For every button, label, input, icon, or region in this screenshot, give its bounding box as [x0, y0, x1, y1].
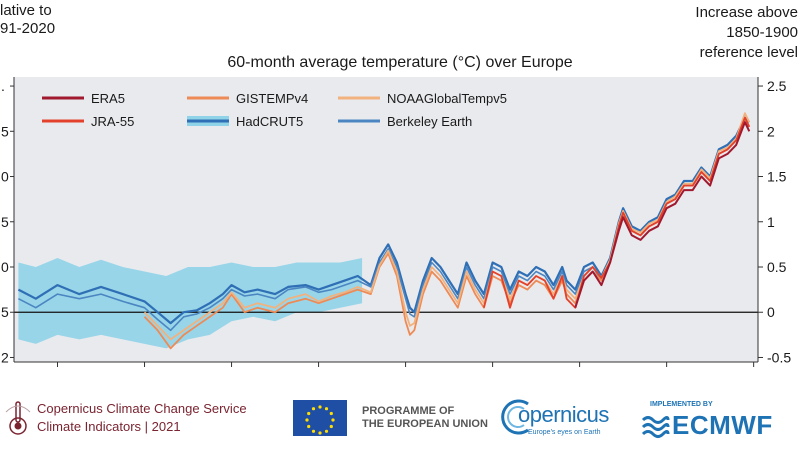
right-tick-label: 2.5 — [767, 78, 787, 94]
right-tick-label: -0.5 — [767, 349, 791, 365]
right-tick-label: 1 — [767, 214, 775, 230]
left-axis-title-line1: lative to — [0, 2, 52, 19]
eu-line1: PROGRAMME OF — [362, 405, 455, 417]
implemented-by-label: IMPLEMENTED BY — [650, 401, 713, 408]
x-tick-label: 1920 — [303, 375, 334, 378]
hadcrut5-uncertainty-band — [18, 258, 363, 349]
left-tick-label: 5 — [1, 123, 9, 139]
left-tick-label: . — [1, 78, 5, 94]
right-tick-label: 0.5 — [767, 259, 787, 275]
right-tick-label: 1.5 — [767, 169, 787, 185]
left-axis-title: lative to 91-2020 — [0, 2, 55, 38]
temperature-chart: 1860188019001920194019601980200020202.52… — [1, 77, 791, 378]
left-tick-label: 5 — [1, 304, 9, 320]
right-axis-title-line1: Increase above — [695, 4, 798, 21]
ecmwf-wordmark: ECMWF — [672, 410, 773, 440]
left-axis-title-line2: 91-2020 — [0, 20, 56, 37]
x-tick-label: 1880 — [129, 375, 160, 378]
left-tick-label: 0 — [1, 259, 9, 275]
copernicus-logo-icon — [501, 399, 529, 435]
x-tick-label: 1940 — [390, 375, 421, 378]
left-tick-label: 0 — [1, 169, 9, 185]
x-tick-label: 1980 — [564, 375, 595, 378]
left-tick-label: 2 — [1, 349, 9, 365]
right-axis-title-line2: 1850-1900 — [726, 24, 798, 41]
legend-label-gistempv4: GISTEMPv4 — [236, 91, 308, 106]
legend-label-hadcrut5: HadCRUT5 — [236, 114, 303, 129]
eu-flag-icon — [293, 400, 347, 436]
copernicus-wordmark: opernicus — [518, 402, 609, 427]
legend-label-berkeley-earth: Berkeley Earth — [387, 114, 472, 129]
ecmwf-logo-icon — [641, 416, 670, 438]
series-line-jra-55 — [483, 116, 751, 309]
legend-label-noaaglobaltempv5: NOAAGlobalTempv5 — [387, 91, 507, 106]
right-tick-label: 0 — [767, 304, 775, 320]
x-tick-label: 1860 — [42, 375, 73, 378]
series-line-era5 — [574, 121, 751, 309]
right-axis-title-line3: reference level — [699, 44, 798, 61]
left-tick-label: 5 — [1, 214, 9, 230]
copernicus-tagline: Europe's eyes on Earth — [528, 429, 601, 436]
footer-logos: Copernicus Climate Change Service Climat… — [0, 378, 800, 450]
eu-line2: THE EUROPEAN UNION — [362, 418, 488, 430]
x-tick-label: 1960 — [477, 375, 508, 378]
legend-label-era5: ERA5 — [91, 91, 125, 106]
series-line-hadcrut5 — [17, 116, 751, 325]
chart-title: 60-month average temperature (°C) over E… — [227, 54, 573, 71]
x-tick-label: 2020 — [738, 375, 769, 378]
c3s-name: Copernicus Climate Change Service — [37, 401, 247, 416]
eu-programme-text: PROGRAMME OF THE EUROPEAN UNION — [362, 405, 488, 431]
x-tick-label: 1900 — [216, 375, 247, 378]
legend-label-jra-55: JRA-55 — [91, 114, 134, 129]
c3s-thermometer-icon — [5, 401, 31, 435]
right-axis-title: Increase above 1850-1900 reference level — [695, 4, 798, 64]
right-tick-label: 2 — [767, 123, 775, 139]
c3s-subtitle: Climate Indicators | 2021 — [37, 419, 181, 434]
x-tick-label: 2000 — [651, 375, 682, 378]
